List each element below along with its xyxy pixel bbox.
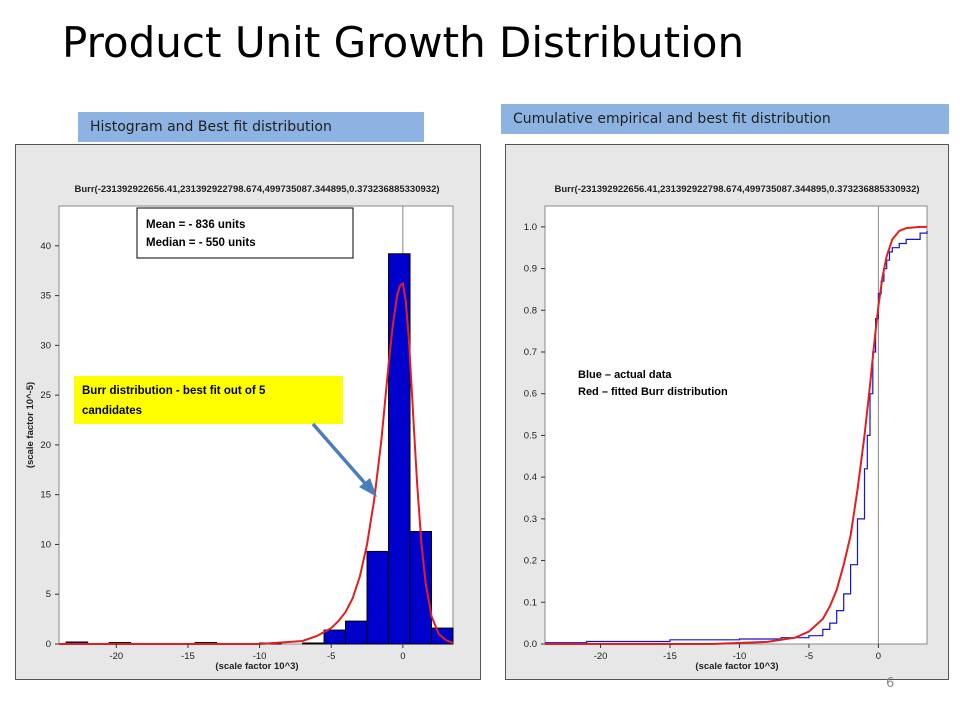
- y-tick-label: 0.1: [524, 597, 537, 608]
- y-tick-label: 0.2: [524, 556, 537, 567]
- histogram-y-label: (scale factor 10^-5): [25, 382, 36, 468]
- histogram-title: Burr(-231392922656.41,231392922798.674,4…: [74, 184, 439, 195]
- y-tick-label: 0.7: [524, 347, 537, 358]
- callout-arrow: [311, 422, 372, 491]
- y-tick-label: 0.3: [524, 514, 537, 525]
- median-label: Median = - 550 units: [146, 237, 256, 249]
- histogram-x-label: (scale factor 10^3): [215, 661, 298, 672]
- page-number: 6: [886, 676, 895, 691]
- stats-box: [136, 207, 354, 259]
- cumulative-header: Cumulative empirical and best fit distri…: [501, 104, 949, 134]
- histogram-bar: [409, 531, 433, 645]
- x-tick-label: -15: [181, 651, 195, 662]
- legend-fitted: Red – fitted Burr distribution: [578, 386, 728, 398]
- y-tick-label: 30: [40, 340, 51, 351]
- x-tick-label: -5: [805, 651, 813, 662]
- empirical-cdf-line: [545, 231, 928, 644]
- x-tick-label: -5: [327, 651, 335, 662]
- slide-title: Product Unit Growth Distribution: [62, 18, 745, 67]
- cumulative-title: Burr(-231392922656.41,231392922798.674,4…: [554, 184, 919, 195]
- y-tick-label: 15: [40, 490, 51, 501]
- legend-actual: Blue – actual data: [578, 369, 672, 381]
- burr-callout: [74, 376, 343, 424]
- y-tick-label: 0.0: [524, 639, 537, 650]
- histogram-bar: [323, 629, 347, 645]
- cumulative-chart: Burr(-231392922656.41,231392922798.674,4…: [505, 144, 949, 680]
- y-tick-label: 0.6: [524, 389, 537, 400]
- y-tick-label: 35: [40, 291, 51, 302]
- y-tick-label: 20: [40, 440, 51, 451]
- y-tick-label: 5: [46, 589, 51, 600]
- x-tick-label: -15: [663, 651, 677, 662]
- y-tick-label: 0.9: [524, 264, 537, 275]
- x-tick-label: -20: [594, 651, 608, 662]
- histogram-bar: [302, 642, 325, 645]
- cumulative-x-label: (scale factor 10^3): [695, 661, 778, 672]
- callout-arrow-head: [359, 478, 377, 497]
- fitted-cdf-line: [545, 225, 927, 645]
- x-tick-label: -10: [253, 651, 267, 662]
- y-tick-label: 0: [46, 639, 51, 650]
- fitted-density-curve: [59, 281, 454, 645]
- burr-callout-line1: Burr distribution - best fit out of 5: [82, 385, 266, 397]
- histogram-bar: [366, 550, 390, 645]
- y-tick-label: 25: [40, 390, 51, 401]
- histogram-bar: [345, 620, 368, 645]
- x-tick-label: 0: [876, 651, 881, 662]
- burr-callout-line2: candidates: [82, 405, 142, 417]
- histogram-header: Histogram and Best fit distribution: [78, 112, 424, 142]
- histogram-chart: Burr(-231392922656.41,231392922798.674,4…: [15, 144, 481, 680]
- y-tick-label: 10: [40, 539, 51, 550]
- x-tick-label: 0: [400, 651, 405, 662]
- y-tick-label: 0.8: [524, 305, 537, 316]
- y-tick-label: 1.0: [524, 222, 537, 233]
- y-tick-label: 40: [40, 241, 51, 252]
- mean-label: Mean = - 836 units: [146, 219, 245, 231]
- x-tick-label: -10: [733, 651, 747, 662]
- y-tick-label: 0.5: [524, 430, 537, 441]
- x-tick-label: -20: [109, 651, 123, 662]
- histogram-bar: [388, 253, 411, 645]
- y-tick-label: 0.4: [524, 472, 537, 483]
- cumulative-plot-area: [544, 205, 928, 645]
